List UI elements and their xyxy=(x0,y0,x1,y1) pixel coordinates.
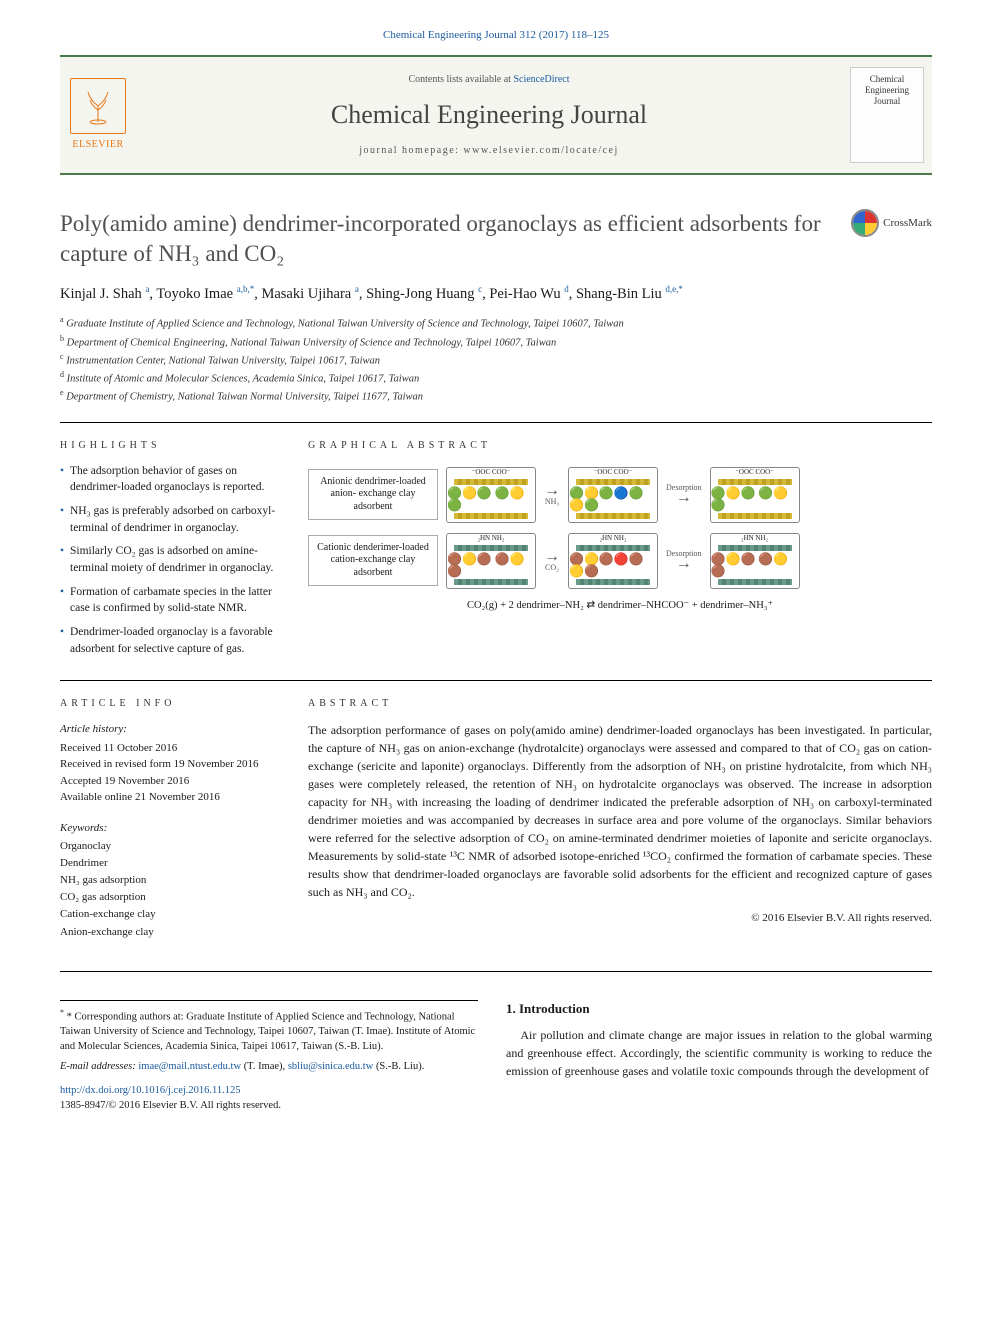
ga-stage-4: ₂HN NH₂ 🟤🟡🟤 🟤🟡🟤 xyxy=(446,533,536,589)
ga-stage-5: ₂HN NH₂ 🟤🟡🟤🔴🟤🟡🟤 xyxy=(568,533,658,589)
graphical-abstract: Anionic dendrimer-loaded anion- exchange… xyxy=(308,463,932,618)
highlight-item: The adsorption behavior of gases on dend… xyxy=(60,463,280,496)
article-info-head: ARTICLE INFO xyxy=(60,697,280,711)
crossmark-icon xyxy=(851,209,879,237)
highlight-item: Similarly CO₂ gas is adsorbed on amine-t… xyxy=(60,543,280,576)
keyword-item: Dendrimer xyxy=(60,855,280,872)
footnotes: * * Corresponding authors at: Graduate I… xyxy=(60,1000,478,1114)
ga-arrow-des-2: Desorption→ xyxy=(666,550,702,572)
ga-coo-3: ⁻OOC COO⁻ xyxy=(735,468,774,478)
rule-3 xyxy=(60,971,932,972)
email-owner: (T. Imae), xyxy=(241,1061,288,1072)
ga-label-cationic: Cationic denderimer-loaded cation-exchan… xyxy=(308,535,438,587)
affiliations: a Graduate Institute of Applied Science … xyxy=(60,314,932,405)
email-label: E-mail addresses: xyxy=(60,1061,138,1072)
contents-prefix: Contents lists available at xyxy=(408,74,513,85)
article-title: Poly(amido amine) dendrimer-incorporated… xyxy=(60,209,851,269)
ga-arrow-ads-1: →NH₃ xyxy=(544,484,560,506)
email-link[interactable]: imae@mail.ntust.edu.tw xyxy=(138,1061,241,1072)
highlight-item: Dendrimer-loaded organoclay is a favorab… xyxy=(60,624,280,657)
ga-stage-3: ⁻OOC COO⁻ 🟢🟡🟢 🟢🟡🟢 xyxy=(710,467,800,523)
ga-nh2-3: ₂HN NH₂ xyxy=(741,534,768,544)
ga-coo-2: ⁻OOC COO⁻ xyxy=(594,468,633,478)
history-line: Available online 21 November 2016 xyxy=(60,789,280,806)
article-info: Article history: Received 11 October 201… xyxy=(60,721,280,940)
rule-1 xyxy=(60,422,932,423)
keyword-item: Organoclay xyxy=(60,838,280,855)
intro-heading: 1. Introduction xyxy=(506,1000,932,1018)
journal-cover-thumb: Chemical Engineering Journal xyxy=(842,57,932,173)
keyword-item: Cation-exchange clay xyxy=(60,906,280,923)
highlight-item: NH₃ gas is preferably adsorbed on carbox… xyxy=(60,503,280,536)
elsevier-text: ELSEVIER xyxy=(72,138,123,152)
affiliation-line: e Department of Chemistry, National Taiw… xyxy=(60,387,932,405)
abstract-head: ABSTRACT xyxy=(308,697,932,711)
issn-line: 1385-8947/© 2016 Elsevier B.V. All right… xyxy=(60,1100,281,1111)
ga-arrow-ads-2: →CO₂ xyxy=(544,550,560,572)
history-line: Accepted 19 November 2016 xyxy=(60,773,280,790)
rule-2 xyxy=(60,680,932,681)
keyword-item: Anion-exchange clay xyxy=(60,924,280,941)
copyright-line: © 2016 Elsevier B.V. All rights reserved… xyxy=(308,911,932,926)
elsevier-logo: ELSEVIER xyxy=(60,57,136,173)
ga-nh2-2: ₂HN NH₂ xyxy=(600,534,627,544)
contents-available: Contents lists available at ScienceDirec… xyxy=(408,73,569,87)
affiliation-line: c Instrumentation Center, National Taiwa… xyxy=(60,351,932,369)
email-owner: (S.-B. Liu). xyxy=(373,1061,424,1072)
abstract-text: The adsorption performance of gases on p… xyxy=(308,721,932,901)
corr-label: * Corresponding authors at: xyxy=(67,1011,184,1022)
ga-coo-1: ⁻OOC COO⁻ xyxy=(472,468,511,478)
ga-stage-6: ₂HN NH₂ 🟤🟡🟤 🟤🟡🟤 xyxy=(710,533,800,589)
journal-header: ELSEVIER Contents lists available at Sci… xyxy=(60,55,932,175)
ga-label-anionic: Anionic dendrimer-loaded anion- exchange… xyxy=(308,469,438,521)
affiliation-line: a Graduate Institute of Applied Science … xyxy=(60,314,932,332)
history-subhead: Article history: xyxy=(60,721,280,738)
ga-stage-2: ⁻OOC COO⁻ 🟢🟡🟢🔵🟢🟡🟢 xyxy=(568,467,658,523)
elsevier-tree-icon xyxy=(70,78,126,134)
crossmark-label: CrossMark xyxy=(883,216,932,231)
graphical-abstract-head: GRAPHICAL ABSTRACT xyxy=(308,439,932,453)
history-line: Received 11 October 2016 xyxy=(60,740,280,757)
intro-text: Air pollution and climate change are maj… xyxy=(506,1026,932,1080)
keywords-subhead: Keywords: xyxy=(60,820,280,837)
journal-name: Chemical Engineering Journal xyxy=(331,97,647,133)
ga-arrow-des-1: Desorption→ xyxy=(666,484,702,506)
highlights-head: HIGHLIGHTS xyxy=(60,439,280,453)
keyword-item: NH₃ gas adsorption xyxy=(60,872,280,889)
history-line: Received in revised form 19 November 201… xyxy=(60,756,280,773)
ga-stage-1: ⁻OOC COO⁻ 🟢🟡🟢 🟢🟡🟢 xyxy=(446,467,536,523)
affiliation-line: b Department of Chemical Engineering, Na… xyxy=(60,333,932,351)
highlights-list: The adsorption behavior of gases on dend… xyxy=(60,463,280,658)
journal-homepage: journal homepage: www.elsevier.com/locat… xyxy=(359,144,619,158)
ga-nh2-1: ₂HN NH₂ xyxy=(478,534,505,544)
ga-equation: CO₂(g) + 2 dendrimer–NH₂ ⇄ dendrimer–NHC… xyxy=(308,599,932,614)
crossmark-badge[interactable]: CrossMark xyxy=(851,209,932,237)
sciencedirect-link[interactable]: ScienceDirect xyxy=(513,74,569,85)
email-link[interactable]: sbliu@sinica.edu.tw xyxy=(288,1061,374,1072)
doi-link[interactable]: http://dx.doi.org/10.1016/j.cej.2016.11.… xyxy=(60,1085,241,1096)
affiliation-line: d Institute of Atomic and Molecular Scie… xyxy=(60,369,932,387)
citation-line: Chemical Engineering Journal 312 (2017) … xyxy=(60,28,932,43)
authors-line: Kinjal J. Shah a, Toyoko Imae a,b,*, Mas… xyxy=(60,283,932,304)
keyword-item: CO₂ gas adsorption xyxy=(60,889,280,906)
cover-text: Chemical Engineering Journal xyxy=(850,67,924,163)
highlight-item: Formation of carbamate species in the la… xyxy=(60,584,280,617)
